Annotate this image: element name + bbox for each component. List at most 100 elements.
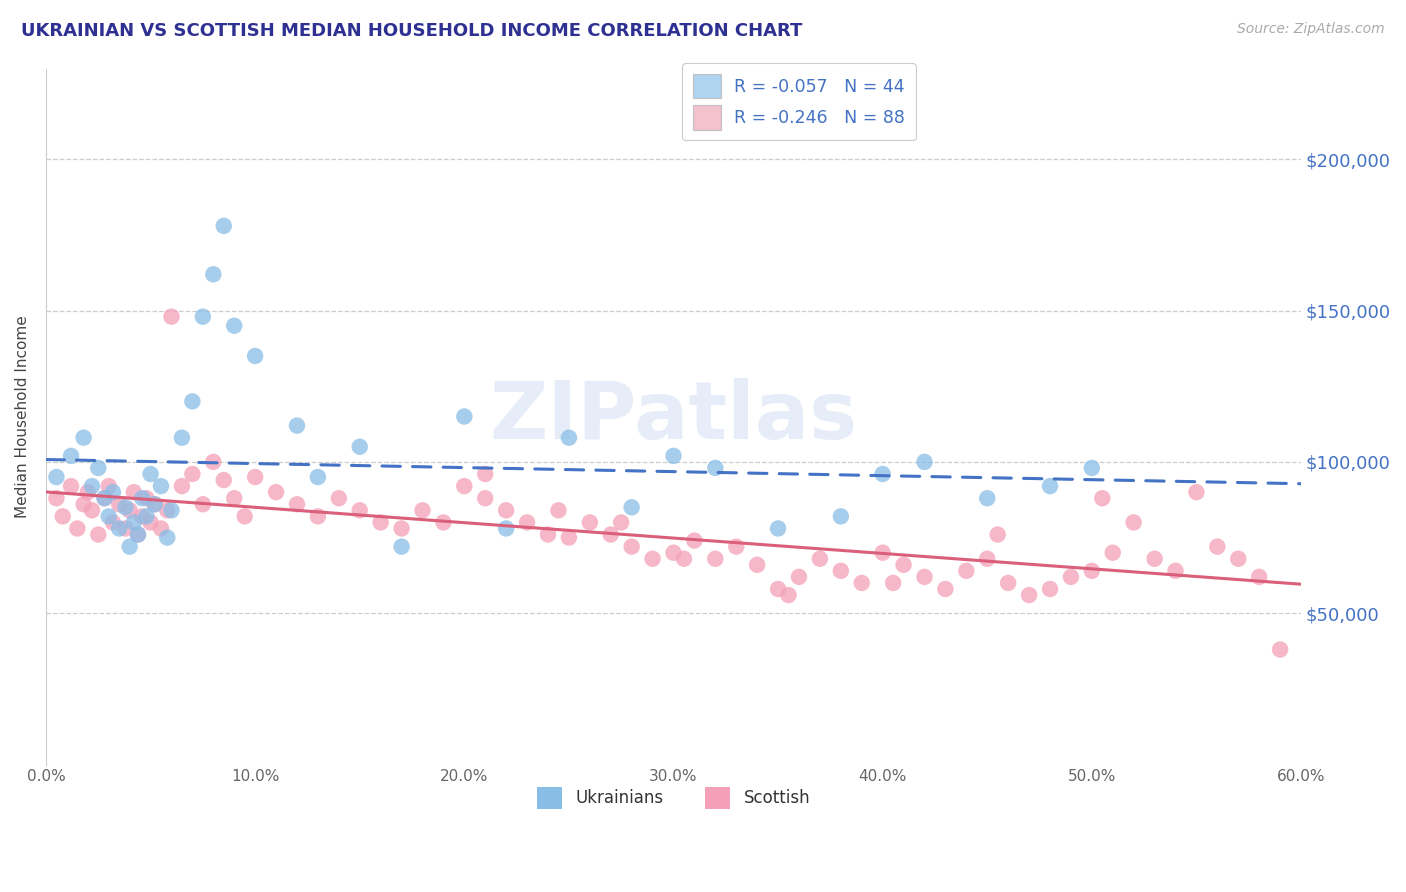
Point	[1039, 582, 1062, 596]
Point	[1081, 461, 1104, 475]
Point	[830, 509, 852, 524]
Point	[704, 551, 727, 566]
Point	[170, 431, 193, 445]
Point	[122, 516, 145, 530]
Point	[108, 521, 131, 535]
Point	[160, 310, 183, 324]
Point	[156, 531, 179, 545]
Point	[122, 485, 145, 500]
Point	[391, 540, 413, 554]
Point	[547, 503, 569, 517]
Point	[610, 516, 633, 530]
Legend: Ukrainians, Scottish: Ukrainians, Scottish	[530, 780, 817, 815]
Point	[93, 491, 115, 506]
Point	[45, 491, 67, 506]
Point	[97, 509, 120, 524]
Point	[1018, 588, 1040, 602]
Point	[66, 521, 89, 535]
Point	[87, 461, 110, 475]
Point	[474, 467, 496, 481]
Point	[191, 497, 214, 511]
Text: Source: ZipAtlas.com: Source: ZipAtlas.com	[1237, 22, 1385, 37]
Point	[747, 558, 769, 572]
Point	[558, 431, 581, 445]
Point	[191, 310, 214, 324]
Point	[599, 527, 621, 541]
Point	[987, 527, 1010, 541]
Point	[495, 521, 517, 535]
Point	[349, 440, 371, 454]
Point	[233, 509, 256, 524]
Point	[118, 503, 141, 517]
Point	[579, 516, 602, 530]
Point	[285, 497, 308, 511]
Point	[495, 503, 517, 517]
Point	[72, 497, 94, 511]
Point	[139, 516, 162, 530]
Point	[156, 503, 179, 517]
Point	[80, 503, 103, 517]
Point	[108, 497, 131, 511]
Point	[127, 527, 149, 541]
Point	[830, 564, 852, 578]
Point	[725, 540, 748, 554]
Point	[1268, 642, 1291, 657]
Point	[662, 449, 685, 463]
Point	[170, 479, 193, 493]
Point	[1164, 564, 1187, 578]
Point	[914, 570, 936, 584]
Point	[976, 551, 998, 566]
Point	[181, 394, 204, 409]
Point	[307, 509, 329, 524]
Point	[135, 491, 157, 506]
Point	[976, 491, 998, 506]
Point	[934, 582, 956, 596]
Point	[808, 551, 831, 566]
Point	[114, 500, 136, 515]
Point	[72, 431, 94, 445]
Point	[139, 467, 162, 481]
Point	[181, 467, 204, 481]
Point	[1249, 570, 1271, 584]
Point	[212, 473, 235, 487]
Point	[537, 527, 560, 541]
Point	[1185, 485, 1208, 500]
Point	[80, 479, 103, 493]
Point	[672, 551, 695, 566]
Point	[453, 479, 475, 493]
Point	[1143, 551, 1166, 566]
Point	[101, 516, 124, 530]
Point	[955, 564, 977, 578]
Point	[285, 418, 308, 433]
Point	[45, 470, 67, 484]
Point	[1101, 546, 1123, 560]
Point	[131, 491, 153, 506]
Point	[52, 509, 75, 524]
Point	[370, 516, 392, 530]
Text: UKRAINIAN VS SCOTTISH MEDIAN HOUSEHOLD INCOME CORRELATION CHART: UKRAINIAN VS SCOTTISH MEDIAN HOUSEHOLD I…	[21, 22, 803, 40]
Point	[135, 509, 157, 524]
Point	[474, 491, 496, 506]
Point	[1039, 479, 1062, 493]
Point	[143, 497, 166, 511]
Point	[1122, 516, 1144, 530]
Point	[131, 509, 153, 524]
Point	[1060, 570, 1083, 584]
Point	[778, 588, 800, 602]
Point	[1227, 551, 1250, 566]
Point	[683, 533, 706, 548]
Point	[453, 409, 475, 424]
Point	[1206, 540, 1229, 554]
Point	[93, 491, 115, 506]
Point	[150, 521, 173, 535]
Point	[704, 461, 727, 475]
Point	[150, 479, 173, 493]
Point	[60, 479, 83, 493]
Point	[349, 503, 371, 517]
Point	[997, 576, 1019, 591]
Point	[118, 540, 141, 554]
Point	[766, 521, 789, 535]
Point	[662, 546, 685, 560]
Point	[224, 318, 246, 333]
Point	[202, 268, 225, 282]
